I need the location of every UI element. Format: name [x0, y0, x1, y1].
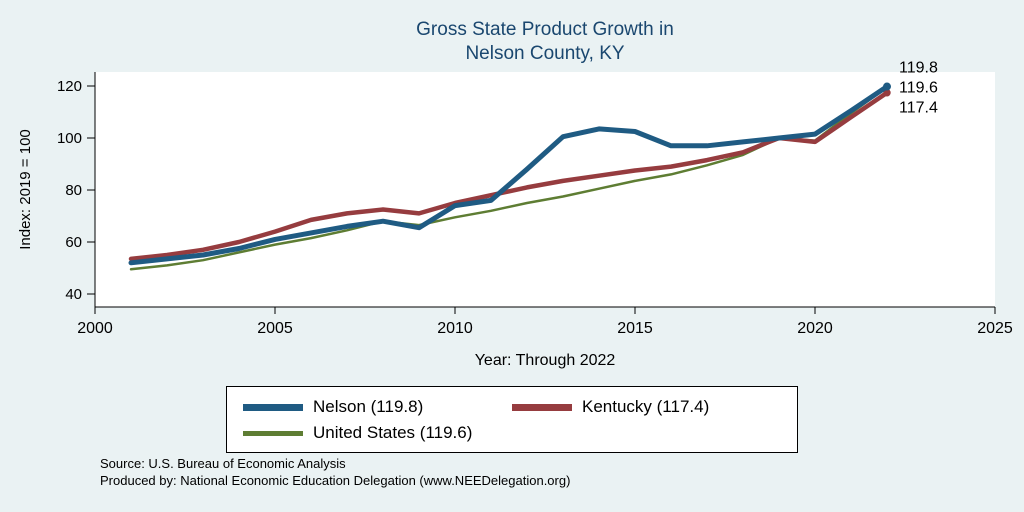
- y-tick-label: 120: [57, 78, 82, 95]
- end-value-label: 119.8: [899, 60, 938, 77]
- legend-label-kentucky: Kentucky (117.4): [582, 397, 710, 416]
- legend-label-nelson: Nelson (119.8): [313, 397, 424, 416]
- x-tick-label: 2000: [77, 320, 113, 337]
- end-value-label: 119.6: [899, 80, 938, 97]
- legend-row-1: Nelson (119.8) Kentucky (117.4): [243, 394, 781, 420]
- series-line-kentucky: [128, 90, 890, 262]
- chart-title-line2: Nelson County, KY: [465, 43, 625, 65]
- x-tick-label: 2015: [617, 320, 653, 337]
- produced-by-line: Produced by: National Economic Education…: [100, 472, 571, 488]
- x-tick-label: 2025: [977, 320, 1013, 337]
- united-states-line-swatch: [243, 430, 303, 436]
- source-line: Source: U.S. Bureau of Economic Analysis: [100, 456, 346, 471]
- kentucky-line-swatch: [512, 403, 572, 411]
- y-tick-label: 100: [57, 130, 82, 147]
- legend: Nelson (119.8) Kentucky (117.4) United S…: [226, 386, 798, 453]
- series-line-nelson: [128, 84, 890, 266]
- y-tick-label: 60: [65, 234, 82, 251]
- legend-label-united-states: United States (119.6): [313, 423, 473, 442]
- chart-title: Gross State Product Growth in Nelson Cou…: [95, 18, 995, 67]
- y-tick-label: 80: [65, 182, 82, 199]
- source-note: Source: U.S. Bureau of Economic Analysis…: [100, 456, 570, 490]
- nelson-line-swatch: [243, 403, 303, 411]
- legend-row-2: United States (119.6): [243, 420, 781, 446]
- x-tick-label: 2005: [257, 320, 293, 337]
- y-tick-label: 40: [65, 286, 82, 303]
- legend-entry-united-states: United States (119.6): [243, 420, 512, 446]
- series-end-marker-nelson: [883, 82, 891, 91]
- x-axis-label: Year: Through 2022: [474, 352, 616, 369]
- legend-entry-kentucky: Kentucky (117.4): [512, 394, 781, 420]
- plot-area: 40 60 80 100 120 2000 2005 2010 2015 2020 2025 Inde…: [17, 60, 1013, 337]
- x-tick-label: 2020: [797, 320, 833, 337]
- end-value-label: 117.4: [899, 100, 938, 117]
- chart-title-line1: Gross State Product Growth in: [416, 19, 674, 40]
- series-end-marker-kentucky: [883, 89, 891, 97]
- y-axis-label: Index: 2019 = 100: [17, 129, 34, 250]
- x-tick-label: 2010: [437, 320, 473, 337]
- plot-background: [95, 72, 995, 307]
- legend-entry-nelson: Nelson (119.8): [243, 394, 512, 420]
